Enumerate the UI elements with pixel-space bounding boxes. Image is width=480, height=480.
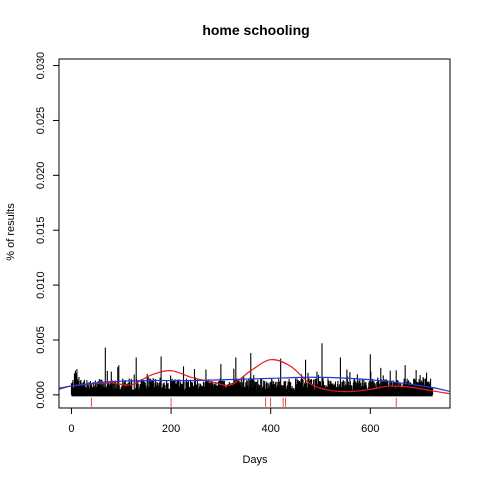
y-axis-label: % of results [5,203,17,261]
y-axis: 0.000 0.005 0.010 0.015 0.020 0.025 0.030 [35,52,59,409]
plot-frame [59,59,450,408]
series-spikes [71,343,432,395]
x-axis: 0 200 400 600 [68,408,379,435]
y-tick-label: 0.020 [35,162,47,190]
x-axis-label: Days [242,454,268,466]
y-tick-label: 0.030 [35,52,47,80]
plot-area [59,343,450,407]
y-tick-label: 0.000 [35,381,47,409]
chart-title: home schooling [202,22,309,38]
y-tick-label: 0.025 [35,107,47,135]
x-tick-label: 0 [68,423,74,435]
y-tick-label: 0.015 [35,216,47,244]
x-tick-label: 400 [262,423,280,435]
x-tick-label: 200 [162,423,180,435]
x-tick-label: 600 [361,423,379,435]
y-tick-label: 0.010 [35,271,47,299]
y-tick-label: 0.005 [35,326,47,354]
